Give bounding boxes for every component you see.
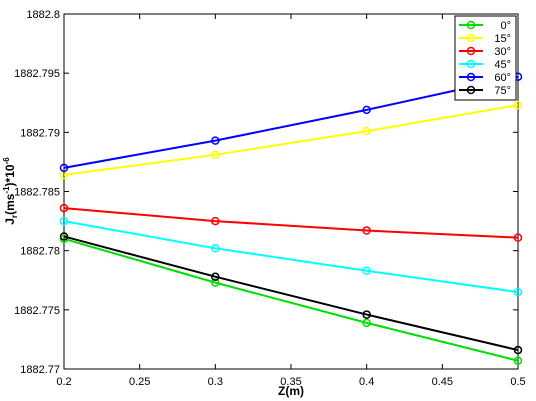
series-marker (362, 126, 371, 136)
x-tick-label: 0.25 (129, 376, 150, 388)
series-marker (362, 226, 371, 235)
legend-label: 45° (494, 59, 511, 71)
x-tick-label: 0.5 (510, 376, 525, 388)
y-tick-label: 1882.78 (20, 246, 60, 258)
series-line (63, 237, 519, 362)
series-marker (211, 272, 220, 281)
y-axis-label: Jr(ms-1)*10-6 (2, 157, 19, 225)
legend-swatch-marker (466, 46, 476, 56)
series-marker (513, 233, 523, 242)
y-tick-label: 1882.8 (26, 9, 60, 21)
series-group (59, 203, 523, 242)
series-line (63, 104, 519, 176)
series-group (59, 72, 523, 173)
legend-label: 75° (494, 85, 511, 97)
series-line (63, 220, 519, 294)
y-tick-label: 1882.775 (14, 305, 60, 317)
series-group (59, 232, 523, 355)
series-marker (513, 356, 523, 365)
legend-label: 0° (500, 20, 511, 32)
legend-label: 60° (494, 72, 511, 84)
x-tick-label: 0.3 (208, 376, 223, 388)
series-marker (59, 163, 69, 173)
legend-label: 15° (494, 33, 511, 45)
series-marker (513, 287, 523, 297)
plot-area (63, 13, 519, 370)
x-axis: 0.2 0.25 0.3 0.35 0.4 0.45 0.5 (56, 14, 526, 388)
series-marker (362, 105, 371, 115)
series-marker (211, 216, 220, 226)
legend-swatch-marker (466, 85, 476, 95)
x-tick-label: 0.45 (432, 376, 453, 388)
y-axis-label-main: J (3, 218, 17, 225)
y-axis-label-exponent: -6 (2, 157, 11, 165)
series-line (63, 235, 519, 352)
legend-label: 30° (494, 46, 511, 58)
x-axis-label: Z(m) (278, 384, 304, 398)
y-tick-label: 1882.77 (20, 364, 60, 376)
y-axis: 1882.77 1882.775 1882.78 1882.785 1882.79 188… (14, 9, 518, 376)
series-marker (211, 150, 220, 160)
series-group (59, 234, 523, 365)
y-axis-label-unit: (ms (3, 193, 17, 215)
series-marker (513, 345, 523, 355)
y-tick-label: 1882.785 (14, 187, 60, 199)
series-marker (211, 244, 220, 253)
series-marker (211, 136, 220, 145)
legend: 0°15°30°45°60°75° (454, 15, 517, 101)
y-axis-label-subscript: r (10, 215, 19, 218)
series-marker (362, 310, 371, 319)
series-line (63, 207, 519, 239)
series-marker (59, 203, 69, 213)
x-tick-label: 0.35 (280, 376, 301, 388)
y-axis-label-tail: )*10 (3, 164, 17, 186)
legend-swatch-marker (466, 72, 476, 82)
series-group (59, 216, 523, 297)
series-line (63, 75, 519, 169)
plot-frame (63, 13, 519, 370)
x-tick-label: 0.4 (359, 376, 374, 388)
legend-swatch-marker (466, 33, 476, 43)
legend-swatch-marker (466, 59, 476, 69)
series-marker (362, 266, 371, 276)
y-axis-label-unit-exponent: -1 (2, 186, 11, 194)
series-marker (362, 318, 371, 328)
legend-box (454, 15, 517, 101)
series-layer (59, 72, 523, 365)
series-marker (513, 100, 523, 110)
y-tick-label: 1882.79 (20, 127, 60, 139)
series-group (59, 100, 523, 180)
legend-swatch-marker (466, 20, 476, 30)
y-tick-label: 1882.795 (14, 68, 60, 80)
series-marker (59, 216, 69, 226)
series-marker (211, 278, 220, 287)
series-marker (59, 232, 69, 241)
x-tick-label: 0.2 (56, 376, 71, 388)
